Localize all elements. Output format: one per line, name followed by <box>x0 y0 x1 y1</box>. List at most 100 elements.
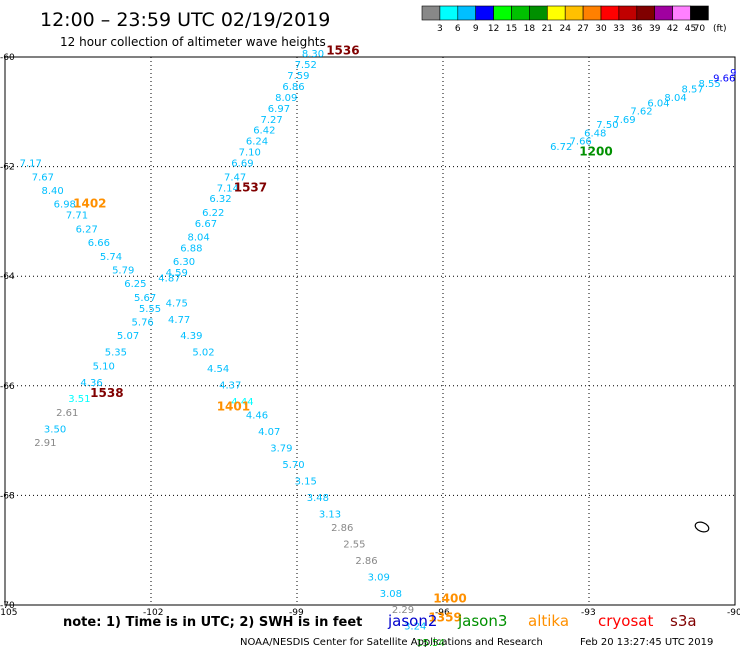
wave-height-label: 2.86 <box>355 556 377 567</box>
colorbar-swatch <box>672 5 691 21</box>
wave-height-label: 7.47 <box>224 172 246 183</box>
y-tick-label: -70 <box>0 601 15 611</box>
wave-height-label: 7.59 <box>287 71 309 82</box>
wave-height-label: 6.48 <box>584 128 606 139</box>
wave-height-label: 8.55 <box>699 79 721 90</box>
satellite-legend-cryosat: cryosat <box>598 612 653 630</box>
wave-height-label: 3.09 <box>368 572 390 583</box>
pass-time-label: 1400 <box>433 591 466 605</box>
wave-height-label: 9.66 <box>713 74 735 85</box>
wave-height-label: 8.30 <box>302 49 324 60</box>
wave-height-label: 4.37 <box>219 381 241 392</box>
colorbar-swatch <box>475 5 494 21</box>
colorbar-swatch <box>421 5 441 21</box>
colorbar-unit: (ft) <box>713 24 727 34</box>
wave-height-label: 8.57 <box>681 85 703 96</box>
y-tick-label: -64 <box>0 272 15 282</box>
wave-height-label: 6.32 <box>209 194 231 205</box>
x-tick-label: -96 <box>435 608 450 618</box>
wave-height-label: 5.10 <box>93 361 115 372</box>
colorbar-label: 18 <box>524 24 536 34</box>
wave-height-label: 3.48 <box>307 493 329 504</box>
wave-height-label: 6.69 <box>231 159 253 170</box>
wave-height-label: 6.98 <box>54 200 76 211</box>
colorbar-swatch <box>618 5 638 21</box>
wave-height-label: 7.69 <box>613 115 635 126</box>
wave-height-label: 5.02 <box>192 348 214 359</box>
colorbar-swatch <box>600 5 620 21</box>
pass-time-label: 1536 <box>326 43 359 57</box>
pass-time-label: 1402 <box>73 197 106 211</box>
wave-height-label: 7.52 <box>295 60 317 71</box>
x-tick-label: -93 <box>581 608 596 618</box>
wave-height-label: 5.35 <box>105 348 127 359</box>
satellite-legend-jason3: jason3 <box>457 612 507 630</box>
wave-height-label: 7.14 <box>217 183 239 194</box>
colorbar-label: 15 <box>506 24 517 34</box>
colorbar-label: 70 <box>694 24 706 34</box>
wave-height-label: 6.22 <box>202 208 224 219</box>
satellite-legend-altika: altika <box>528 612 569 630</box>
wave-height-label: 3.08 <box>380 589 402 600</box>
wave-height-label: 6.25 <box>124 279 146 290</box>
satellite-legend-s3a: s3a <box>670 612 697 630</box>
wave-height-label: 3.15 <box>295 476 317 487</box>
colorbar-label: 27 <box>577 24 588 34</box>
wave-height-label: 5.55 <box>139 304 161 315</box>
satellite-legend-jason2: jason2 <box>387 612 437 630</box>
colorbar-label: 3 <box>437 24 443 34</box>
wave-height-label: 15.54 <box>416 638 445 649</box>
wave-height-label: 7.67 <box>32 172 54 183</box>
colorbar-swatch <box>439 5 459 21</box>
wave-height-label: 4.75 <box>166 298 188 309</box>
wave-height-label: 4.36 <box>80 378 102 389</box>
colorbar-swatch <box>582 5 602 21</box>
colorbar-label: 45 <box>685 24 696 34</box>
colorbar-swatch <box>636 5 655 21</box>
wave-height-label: 4.44 <box>231 397 253 408</box>
pass-time-label: 1537 <box>234 180 267 194</box>
plot-frame <box>4 56 736 606</box>
wave-height-label: 6.72 <box>550 142 572 153</box>
colorbar-swatch <box>564 5 584 21</box>
footer-timestamp: Feb 20 13:27:45 UTC 2019 <box>580 637 713 648</box>
wave-height-label: 3.13 <box>319 509 341 520</box>
y-tick-label: -62 <box>0 163 15 173</box>
wave-height-label: 2.61 <box>56 408 78 419</box>
wave-height-label: 7.17 <box>20 159 42 170</box>
colorbar-label: 30 <box>595 24 607 34</box>
colorbar-label: 42 <box>667 24 678 34</box>
x-tick-label: -99 <box>289 608 304 618</box>
wave-height-label: 4.07 <box>258 427 280 438</box>
wave-height-label: 6.04 <box>647 98 669 109</box>
colorbar-swatch <box>546 5 566 21</box>
wave-height-label: 3.50 <box>44 424 66 435</box>
colorbar-label: 6 <box>455 24 461 34</box>
wave-height-label: 6.30 <box>173 257 195 268</box>
colorbar-swatch <box>457 5 476 21</box>
pass-time-label: 1538 <box>90 386 123 400</box>
wave-height-label: 8.04 <box>188 233 210 244</box>
x-tick-label: -90 <box>727 608 740 618</box>
wave-height-label: 6.27 <box>76 224 98 235</box>
wave-height-label: 8.04 <box>664 93 686 104</box>
pass-time-label: 1401 <box>217 399 250 413</box>
colorbar-swatch <box>493 5 512 21</box>
wave-height-label: 5.07 <box>117 331 139 342</box>
colorbar-swatch <box>654 5 673 21</box>
wave-height-label: 5.67 <box>134 293 156 304</box>
colorbar-label: 36 <box>631 24 643 34</box>
wave-height-label: 7.10 <box>239 148 261 159</box>
colorbar-label: 9 <box>473 24 479 34</box>
wave-height-label: 4.54 <box>207 364 229 375</box>
island-outline <box>694 521 710 533</box>
wave-height-label: 8.09 <box>275 93 297 104</box>
wave-height-label: 5.70 <box>282 460 304 471</box>
wave-height-label: 6.97 <box>268 104 290 115</box>
grid <box>5 57 735 605</box>
wave-height-label: 3.51 <box>68 394 90 405</box>
wave-height-label: 3.24 <box>404 622 426 633</box>
